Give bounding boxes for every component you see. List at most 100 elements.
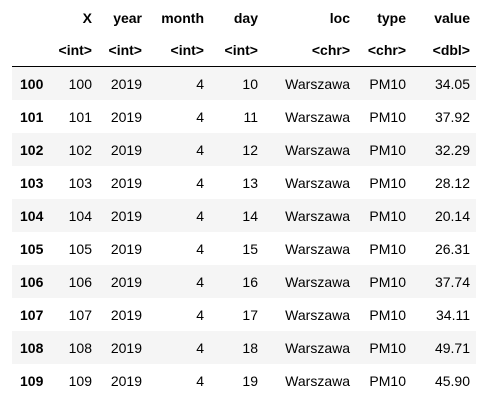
row-index-label: 101 <box>20 108 44 125</box>
table-row: 109 109 2019 4 19 Warszawa PM10 45.90 <box>12 364 476 397</box>
cell-x: 107 <box>68 306 92 323</box>
row-index-label: 108 <box>20 339 44 356</box>
cell-value: 45.90 <box>434 372 470 389</box>
row-index-type-header <box>12 34 48 67</box>
cell-day: 12 <box>242 141 258 158</box>
column-names-row: X year month day loc type value <box>12 2 476 34</box>
cell-loc: Warszawa <box>285 108 350 125</box>
cell-value: 34.05 <box>434 75 470 92</box>
column-header-day: day <box>233 10 258 26</box>
cell-type: PM10 <box>369 141 406 158</box>
cell-day: 11 <box>243 108 258 125</box>
cell-loc: Warszawa <box>285 339 350 356</box>
cell-year: 2019 <box>110 75 142 92</box>
row-index-label: 102 <box>20 141 44 158</box>
cell-year: 2019 <box>110 240 142 257</box>
cell-month: 4 <box>196 240 204 257</box>
cell-month: 4 <box>196 306 204 323</box>
cell-year: 2019 <box>110 372 142 389</box>
cell-loc: Warszawa <box>285 141 350 158</box>
cell-month: 4 <box>196 108 204 125</box>
column-type-type: <chr> <box>356 34 412 67</box>
cell-x: 109 <box>68 372 92 389</box>
cell-x: 101 <box>68 108 92 125</box>
cell-x: 108 <box>68 339 92 356</box>
cell-value: 26.31 <box>434 240 470 257</box>
cell-x: 100 <box>68 75 92 92</box>
cell-value: 37.92 <box>434 108 470 125</box>
cell-year: 2019 <box>110 273 142 290</box>
cell-month: 4 <box>196 207 204 224</box>
row-index-label: 105 <box>20 240 44 257</box>
column-type-month: <int> <box>148 34 210 67</box>
cell-month: 4 <box>196 75 204 92</box>
column-type-x: <int> <box>48 34 98 67</box>
row-index-label: 103 <box>20 174 44 191</box>
cell-x: 103 <box>68 174 92 191</box>
cell-type: PM10 <box>369 75 406 92</box>
cell-x: 102 <box>68 141 92 158</box>
table-body: 100 100 2019 4 10 Warszawa PM10 34.05 101 101 2019… <box>12 66 476 397</box>
cell-month: 4 <box>196 174 204 191</box>
table-header: X year month day loc type value <int> <i… <box>12 2 476 67</box>
cell-year: 2019 <box>110 306 142 323</box>
cell-loc: Warszawa <box>285 240 350 257</box>
cell-x: 104 <box>68 207 92 224</box>
column-header-loc: loc <box>329 10 350 26</box>
cell-loc: Warszawa <box>285 207 350 224</box>
column-header-year: year <box>113 10 142 26</box>
cell-type: PM10 <box>369 273 406 290</box>
cell-day: 10 <box>242 75 258 92</box>
cell-value: 34.11 <box>436 306 470 323</box>
column-type-loc: <chr> <box>264 34 356 67</box>
row-index-label: 104 <box>20 207 44 224</box>
cell-loc: Warszawa <box>285 273 350 290</box>
cell-value: 49.71 <box>434 339 470 356</box>
row-index-label: 107 <box>20 306 44 323</box>
cell-year: 2019 <box>110 141 142 158</box>
column-type-value: <dbl> <box>412 34 476 67</box>
cell-value: 28.12 <box>434 174 470 191</box>
cell-day: 14 <box>242 207 258 224</box>
table-row: 105 105 2019 4 15 Warszawa PM10 26.31 <box>12 232 476 265</box>
cell-month: 4 <box>196 141 204 158</box>
cell-month: 4 <box>196 339 204 356</box>
row-index-label: 100 <box>20 75 44 92</box>
table-row: 106 106 2019 4 16 Warszawa PM10 37.74 <box>12 265 476 298</box>
cell-type: PM10 <box>369 207 406 224</box>
cell-loc: Warszawa <box>285 372 350 389</box>
table-row: 102 102 2019 4 12 Warszawa PM10 32.29 <box>12 133 476 166</box>
column-type-day: <int> <box>210 34 264 67</box>
cell-day: 17 <box>242 306 258 323</box>
cell-type: PM10 <box>369 306 406 323</box>
cell-day: 18 <box>242 339 258 356</box>
cell-x: 106 <box>68 273 92 290</box>
cell-loc: Warszawa <box>285 306 350 323</box>
table-row: 101 101 2019 4 11 Warszawa PM10 37.92 <box>12 100 476 133</box>
column-header-type: type <box>377 10 406 26</box>
cell-day: 13 <box>242 174 258 191</box>
row-index-label: 109 <box>20 372 44 389</box>
cell-value: 32.29 <box>434 141 470 158</box>
cell-type: PM10 <box>369 174 406 191</box>
cell-type: PM10 <box>369 372 406 389</box>
cell-year: 2019 <box>110 339 142 356</box>
cell-year: 2019 <box>110 108 142 125</box>
cell-value: 37.74 <box>434 273 470 290</box>
cell-loc: Warszawa <box>285 75 350 92</box>
cell-type: PM10 <box>369 240 406 257</box>
cell-month: 4 <box>196 273 204 290</box>
cell-day: 19 <box>242 372 258 389</box>
cell-value: 20.14 <box>434 207 470 224</box>
cell-type: PM10 <box>369 339 406 356</box>
table-row: 107 107 2019 4 17 Warszawa PM10 34.11 <box>12 298 476 331</box>
cell-day: 15 <box>242 240 258 257</box>
table-row: 100 100 2019 4 10 Warszawa PM10 34.05 <box>12 66 476 100</box>
cell-type: PM10 <box>369 108 406 125</box>
cell-loc: Warszawa <box>285 174 350 191</box>
cell-x: 105 <box>68 240 92 257</box>
table-row: 103 103 2019 4 13 Warszawa PM10 28.12 <box>12 166 476 199</box>
column-header-value: value <box>434 10 470 26</box>
column-header-x: X <box>82 10 92 26</box>
table-row: 108 108 2019 4 18 Warszawa PM10 49.71 <box>12 331 476 364</box>
